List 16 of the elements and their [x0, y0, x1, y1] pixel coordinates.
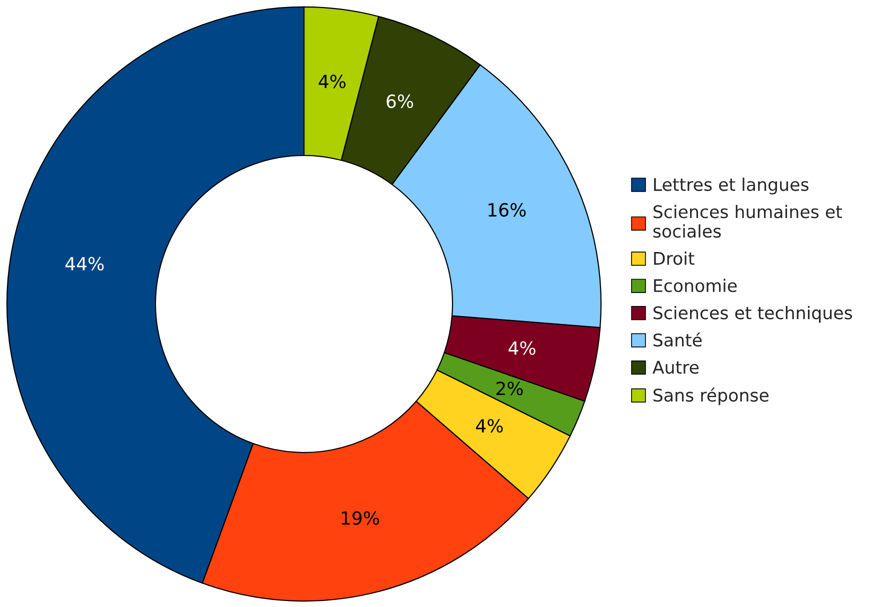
legend-label: Santé	[654, 332, 702, 347]
data-label: 6%	[386, 94, 414, 108]
legend-label: Droit	[654, 252, 694, 265]
legend-label: Sciences et techniques	[654, 306, 852, 323]
data-label: 19%	[342, 511, 380, 525]
data-label: 4%	[318, 74, 346, 88]
data-label: 44%	[65, 256, 104, 271]
legend-label: Economie	[654, 278, 737, 292]
data-label: 4%	[476, 418, 503, 433]
data-label: 16%	[488, 203, 526, 217]
legend-label: Sans réponse	[654, 388, 769, 406]
data-label: 4%	[508, 341, 536, 355]
data-label: 2%	[496, 382, 523, 396]
legend-label: Sciences humaines et sociales	[653, 204, 842, 238]
legend-label: Autre	[652, 360, 699, 374]
legend-label: Lettres et langues	[654, 178, 808, 194]
